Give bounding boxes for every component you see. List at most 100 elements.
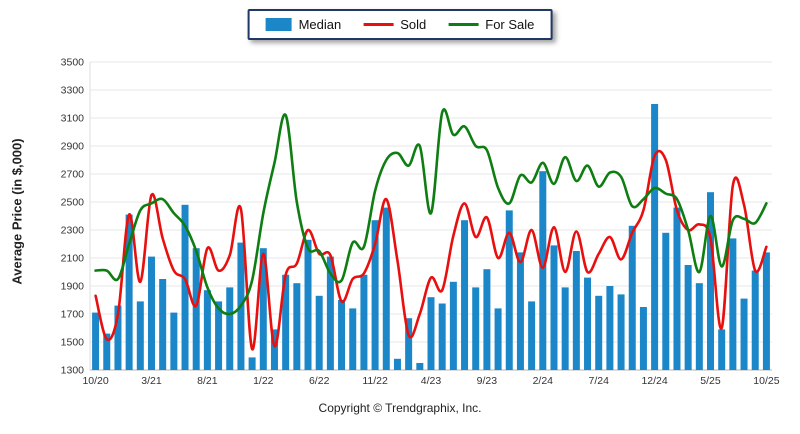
median-bar	[114, 305, 122, 370]
median-bar	[651, 104, 659, 370]
median-bar	[125, 214, 133, 370]
median-bar	[572, 251, 580, 370]
median-bar	[584, 277, 592, 370]
legend-item-sold: Sold	[363, 17, 426, 32]
median-bar	[740, 298, 748, 370]
median-bar	[662, 232, 670, 370]
median-bar	[427, 297, 435, 370]
x-tick-label: 6/22	[309, 375, 330, 387]
x-tick-label: 4/23	[421, 375, 442, 387]
x-tick-label: 1/22	[253, 375, 274, 387]
x-tick-label: 10/25	[753, 375, 779, 387]
median-bar	[326, 256, 334, 370]
median-bar	[528, 301, 536, 370]
x-tick-label: 11/22	[362, 375, 388, 387]
median-bar	[393, 358, 401, 370]
median-bar	[673, 207, 681, 370]
median-bar	[606, 286, 614, 370]
median-bar	[405, 318, 413, 370]
for-sale-line-swatch-icon	[448, 23, 479, 26]
legend-label-median: Median	[298, 17, 342, 32]
median-bar	[382, 207, 390, 370]
median-bar	[505, 210, 513, 370]
median-bar	[371, 220, 379, 370]
x-tick-label: 7/24	[588, 375, 609, 387]
for-sale-line	[94, 108, 768, 316]
y-tick-label: 2900	[61, 141, 85, 153]
y-tick-label: 1700	[61, 309, 85, 321]
y-tick-label: 2500	[61, 197, 85, 209]
median-bar	[561, 287, 569, 370]
legend-item-median: Median	[265, 17, 342, 32]
median-bar	[494, 308, 502, 370]
x-tick-label: 9/23	[477, 375, 498, 387]
median-bar	[136, 301, 144, 370]
median-bar	[516, 252, 524, 370]
y-tick-label: 2700	[61, 169, 85, 181]
legend-label-forsale: For Sale	[485, 17, 535, 32]
median-bar	[349, 308, 357, 370]
median-bar	[729, 238, 737, 370]
median-bar	[215, 301, 223, 370]
median-bar	[181, 204, 189, 370]
median-bar	[304, 239, 312, 370]
y-tick-label: 3500	[61, 57, 85, 69]
median-bar	[639, 307, 647, 370]
y-tick-label: 1300	[61, 365, 85, 377]
median-bar	[762, 252, 770, 370]
median-bar	[718, 329, 726, 370]
median-bar	[147, 256, 155, 370]
x-tick-label: 5/25	[700, 375, 721, 387]
median-bar	[338, 300, 346, 370]
legend-label-sold: Sold	[400, 17, 427, 32]
x-tick-label: 8/21	[197, 375, 218, 387]
median-bar	[259, 248, 267, 370]
median-bar	[595, 295, 603, 370]
median-bar	[707, 192, 715, 370]
chart-legend: Median Sold For Sale	[247, 9, 553, 40]
y-tick-label: 3100	[61, 113, 85, 125]
median-bar	[159, 279, 167, 370]
x-tick-label: 10/20	[82, 375, 108, 387]
median-bar	[360, 274, 368, 370]
y-tick-label: 2300	[61, 225, 85, 237]
median-bar	[550, 245, 558, 370]
x-tick-label: 2/24	[533, 375, 554, 387]
x-tick-label: 3/21	[141, 375, 162, 387]
median-bar	[751, 270, 759, 370]
sold-line	[94, 149, 768, 351]
median-bar	[282, 274, 290, 370]
median-swatch-icon	[265, 18, 292, 31]
median-bar	[449, 281, 457, 370]
median-bar	[539, 171, 547, 370]
copyright-text: Copyright © Trendgraphix, Inc.	[318, 401, 482, 415]
median-bar	[315, 295, 323, 370]
y-tick-label: 1900	[61, 281, 85, 293]
median-bar	[684, 265, 692, 370]
median-bar	[192, 248, 200, 370]
median-bar	[270, 329, 278, 370]
sold-line-swatch-icon	[363, 23, 394, 26]
y-tick-label: 3300	[61, 85, 85, 97]
median-bar	[695, 283, 703, 370]
legend-item-forsale: For Sale	[448, 17, 534, 32]
median-bar	[617, 294, 625, 370]
median-bar	[170, 312, 178, 370]
y-axis-title: Average Price (in $,000)	[9, 138, 25, 285]
x-tick-label: 12/24	[641, 375, 667, 387]
median-bar	[628, 225, 636, 370]
median-bar	[293, 283, 301, 370]
y-tick-label: 2100	[61, 253, 85, 265]
median-bar	[92, 312, 100, 370]
median-bar	[438, 303, 446, 370]
median-bar	[461, 220, 469, 370]
median-bar	[483, 269, 491, 370]
median-bar	[226, 287, 234, 370]
median-bar	[248, 357, 256, 370]
median-bar	[416, 363, 424, 370]
y-tick-label: 1500	[61, 337, 85, 349]
median-bar	[203, 290, 211, 370]
median-bar	[103, 333, 111, 370]
